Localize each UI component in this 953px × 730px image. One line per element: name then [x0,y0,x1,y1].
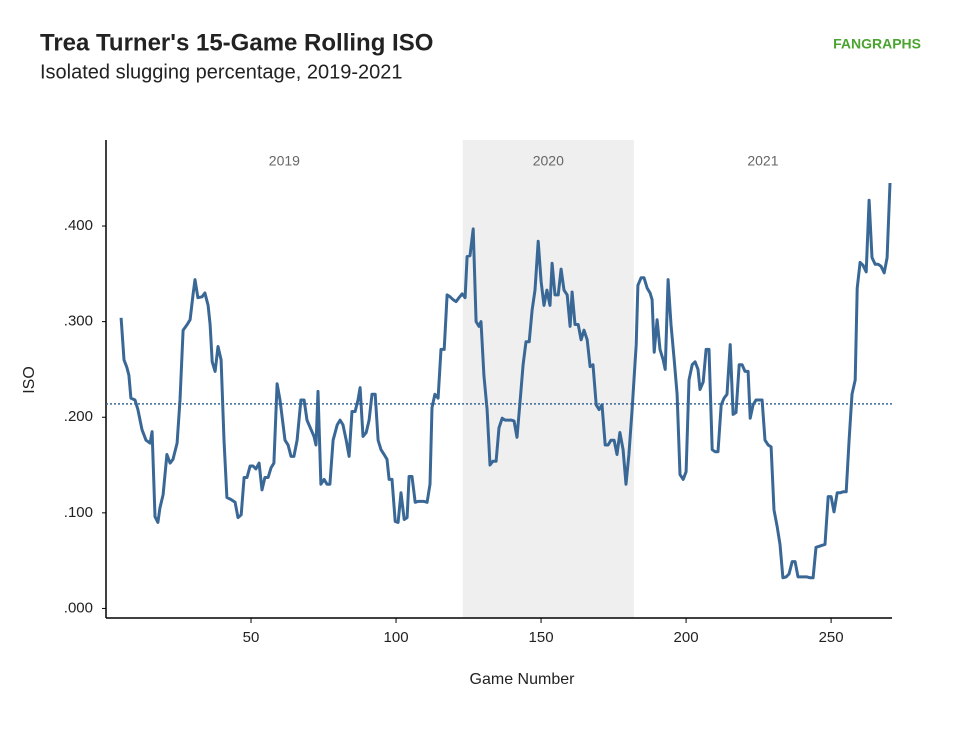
y-tick-label: .100 [64,504,93,521]
x-tick-label: 100 [384,629,409,646]
chart-subtitle: Isolated slugging percentage, 2019-2021 [40,61,403,83]
y-tick-label: .000 [64,599,93,616]
data-line [119,182,892,580]
y-tick-label: .300 [64,313,93,330]
x-tick-label: 50 [243,629,260,646]
y-tick-label: .400 [64,217,93,234]
period-label: 2019 [269,153,300,169]
period-label: 2021 [747,153,778,169]
period-label: 2020 [533,153,564,169]
chart-title: Trea Turner's 15-Game Rolling ISO [40,29,433,56]
logo: FANGRAPHS [833,36,921,52]
x-tick-label: 150 [529,629,554,646]
x-axis-label: Game Number [470,671,576,688]
y-tick-label: .200 [64,408,93,425]
y-axis-label: ISO [21,366,38,394]
x-tick-label: 200 [674,629,699,646]
x-tick-label: 250 [819,629,844,646]
period-shade [462,140,634,618]
